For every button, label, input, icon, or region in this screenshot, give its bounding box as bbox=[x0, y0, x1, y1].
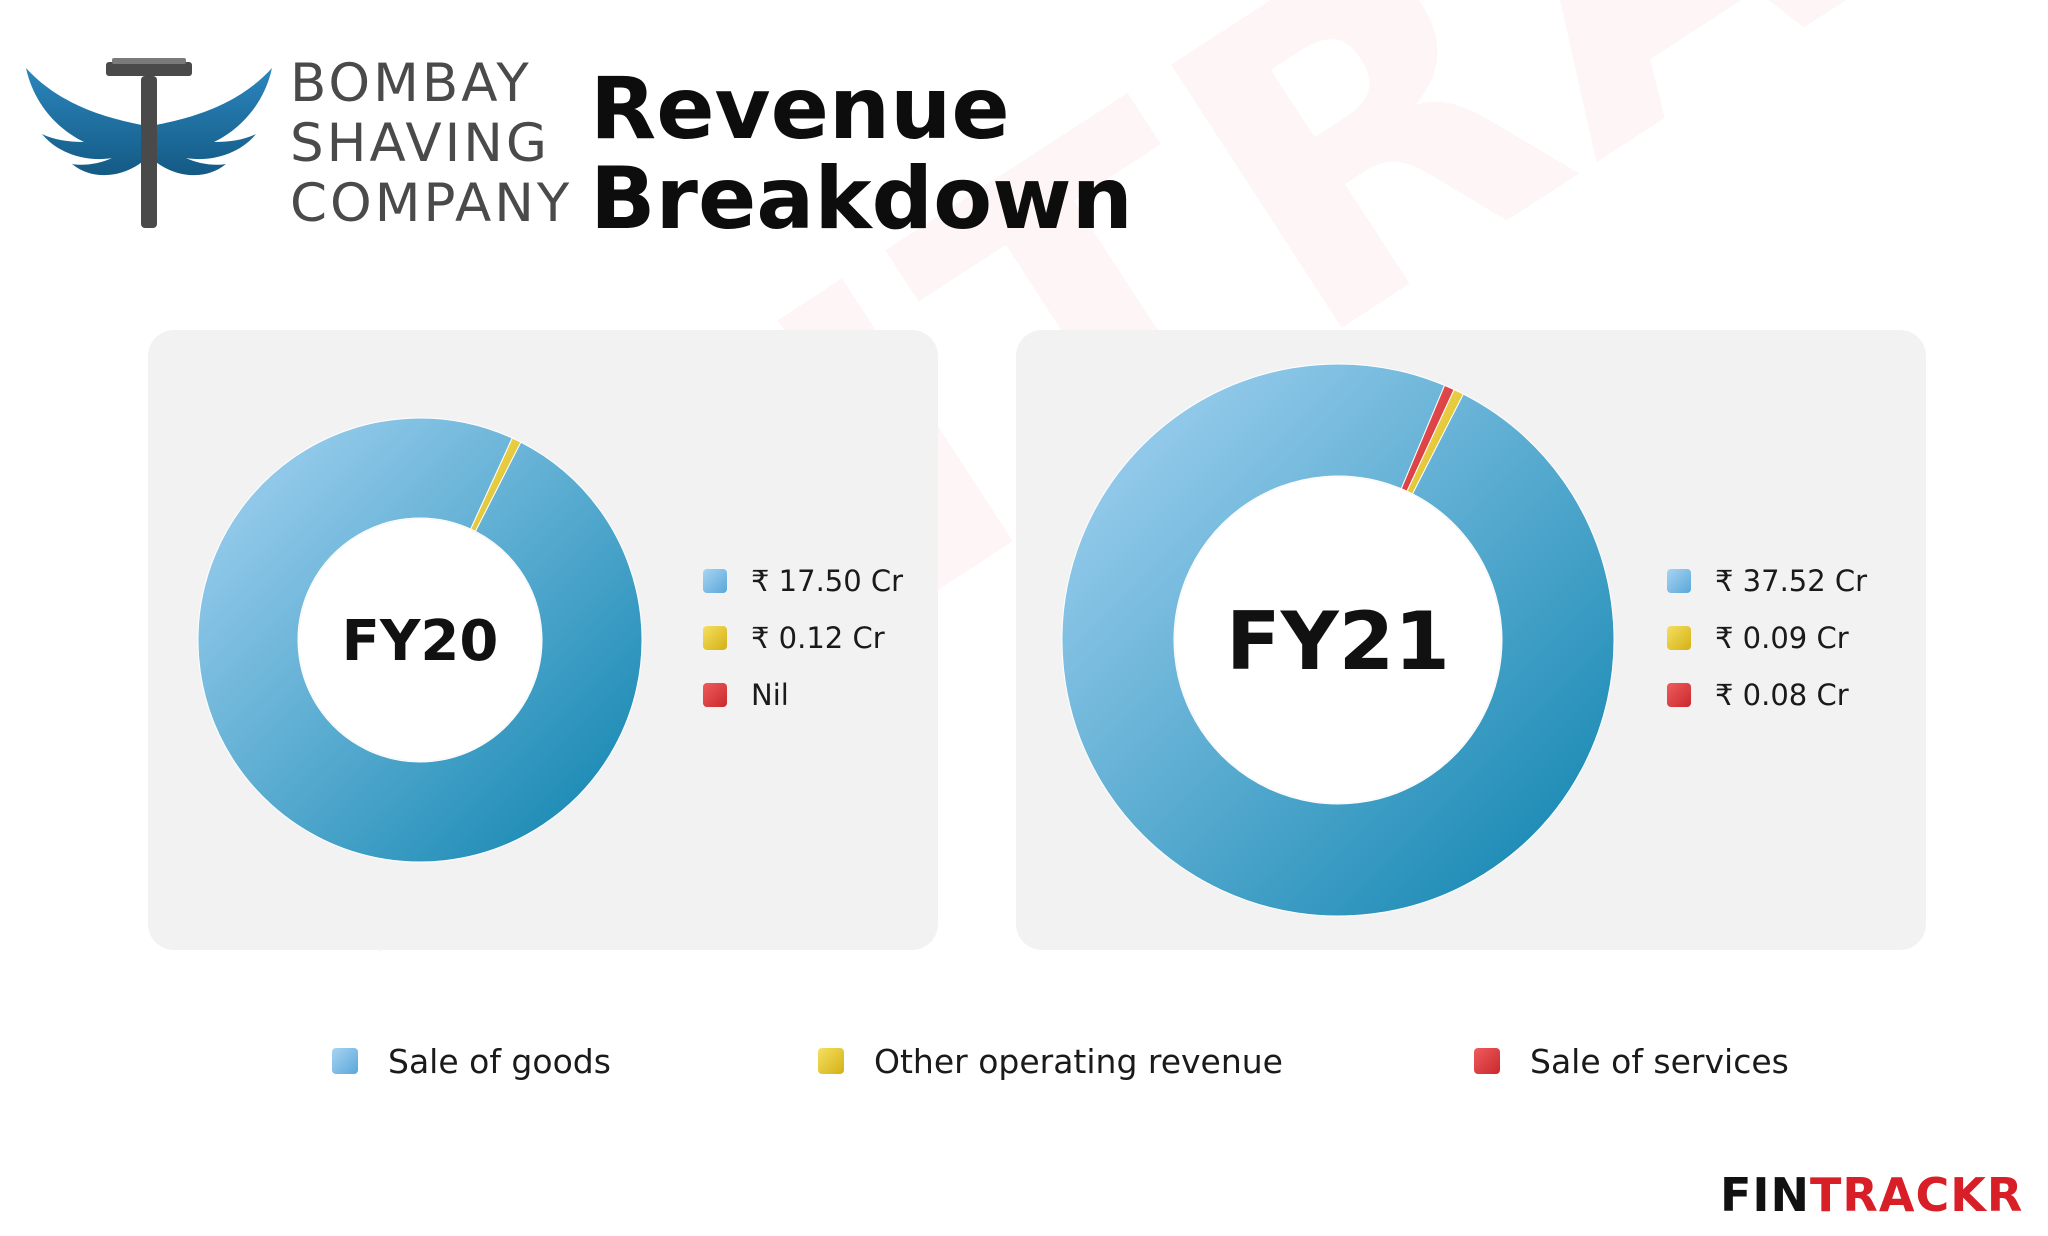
value-label: Nil bbox=[751, 677, 789, 712]
legend-swatch bbox=[332, 1048, 358, 1074]
legend-label: Other operating revenue bbox=[874, 1041, 1283, 1081]
left-wing bbox=[26, 68, 142, 176]
footer-logo: FINTRACKR bbox=[1720, 1168, 2023, 1222]
value-label: ₹ 0.08 Cr bbox=[1715, 677, 1849, 712]
footer-logo-part-1: FIN bbox=[1720, 1168, 1811, 1222]
legend-swatch-other-operating-revenue bbox=[703, 625, 727, 650]
legend-item-sale-of-services: Sale of services bbox=[1474, 1036, 1789, 1086]
winged-razor-logo-icon bbox=[26, 58, 272, 228]
legend-row: Nil bbox=[703, 666, 903, 723]
brand-line: SHAVING bbox=[290, 113, 550, 174]
legend-swatch-other-operating-revenue bbox=[1667, 625, 1691, 650]
legend-label: Sale of services bbox=[1530, 1041, 1789, 1081]
right-wing bbox=[156, 68, 272, 176]
legend-row: ₹ 0.12 Cr bbox=[703, 609, 903, 666]
value-label: ₹ 0.09 Cr bbox=[1715, 620, 1849, 655]
legend-swatch-sale-of-goods bbox=[1667, 568, 1691, 593]
footer-logo-part-2: TRACKR bbox=[1810, 1168, 2024, 1222]
legend-item-other-operating-revenue: Other operating revenue bbox=[818, 1036, 1283, 1086]
title-line-2: Breakdown bbox=[590, 149, 1133, 249]
legend-row: ₹ 0.08 Cr bbox=[1667, 666, 1867, 723]
legend-row: ₹ 17.50 Cr bbox=[703, 552, 903, 609]
page-title: Revenue Breakdown bbox=[590, 64, 1133, 244]
legend-swatch bbox=[818, 1048, 844, 1074]
panel-legend-fy21: ₹ 37.52 Cr ₹ 0.09 Cr ₹ 0.08 Cr bbox=[1667, 552, 1867, 723]
chart-legend: Sale of goods Other operating revenue Sa… bbox=[0, 1036, 2048, 1086]
panel-legend-fy20: ₹ 17.50 Cr ₹ 0.12 Cr Nil bbox=[703, 552, 903, 723]
legend-swatch-sale-of-goods bbox=[703, 568, 727, 593]
legend-swatch-sale-of-services bbox=[703, 682, 727, 707]
brand-line: BOMBAY bbox=[290, 53, 532, 114]
brand-line: COMPANY bbox=[290, 173, 573, 234]
brand-name: BOMBAY SHAVING COMPANY bbox=[290, 54, 572, 234]
value-label: ₹ 37.52 Cr bbox=[1715, 563, 1868, 598]
legend-item-sale-of-goods: Sale of goods bbox=[332, 1036, 611, 1086]
legend-swatch-sale-of-services bbox=[1667, 682, 1691, 707]
value-label: ₹ 17.50 Cr bbox=[751, 563, 904, 598]
value-label: ₹ 0.12 Cr bbox=[751, 620, 885, 655]
legend-swatch bbox=[1474, 1048, 1500, 1074]
legend-row: ₹ 37.52 Cr bbox=[1667, 552, 1867, 609]
legend-row: ₹ 0.09 Cr bbox=[1667, 609, 1867, 666]
legend-label: Sale of goods bbox=[388, 1041, 611, 1081]
title-line-1: Revenue bbox=[590, 59, 1010, 159]
